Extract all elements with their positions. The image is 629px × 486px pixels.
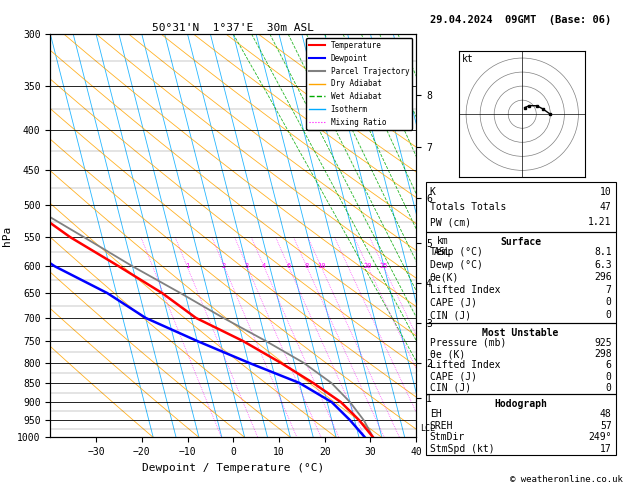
Text: 47: 47 (600, 202, 611, 212)
Text: 1: 1 (185, 263, 189, 269)
Text: 17: 17 (600, 444, 611, 454)
Text: 57: 57 (600, 421, 611, 431)
Text: 0: 0 (606, 372, 611, 382)
Text: 29.04.2024  09GMT  (Base: 06): 29.04.2024 09GMT (Base: 06) (430, 15, 611, 25)
Text: CAPE (J): CAPE (J) (430, 297, 477, 308)
Text: EH: EH (430, 409, 442, 419)
Text: 298: 298 (594, 349, 611, 359)
Text: 1.21: 1.21 (588, 217, 611, 227)
Text: 10: 10 (600, 187, 611, 197)
Text: PW (cm): PW (cm) (430, 217, 471, 227)
Text: 3: 3 (245, 263, 249, 269)
Text: 25: 25 (379, 263, 387, 269)
Title: 50°31'N  1°37'E  30m ASL: 50°31'N 1°37'E 30m ASL (152, 23, 314, 33)
Y-axis label: km
ASL: km ASL (434, 236, 452, 257)
Text: SREH: SREH (430, 421, 454, 431)
Y-axis label: hPa: hPa (1, 226, 11, 246)
Text: 0: 0 (606, 310, 611, 320)
Bar (426, 182, 616, 232)
Text: Hodograph: Hodograph (494, 399, 547, 409)
Text: 8.1: 8.1 (594, 247, 611, 257)
Text: CAPE (J): CAPE (J) (430, 372, 477, 382)
Text: θe(K): θe(K) (430, 273, 459, 282)
Text: Surface: Surface (500, 237, 541, 247)
Text: Temp (°C): Temp (°C) (430, 247, 482, 257)
Text: CIN (J): CIN (J) (430, 383, 471, 393)
Text: © weatheronline.co.uk: © weatheronline.co.uk (510, 474, 623, 484)
Text: 925: 925 (594, 338, 611, 348)
Text: kt: kt (462, 53, 474, 64)
Text: Lifted Index: Lifted Index (430, 285, 500, 295)
Text: 8: 8 (304, 263, 309, 269)
Text: CIN (J): CIN (J) (430, 310, 471, 320)
Text: Most Unstable: Most Unstable (482, 328, 559, 338)
Text: Totals Totals: Totals Totals (430, 202, 506, 212)
Text: Pressure (mb): Pressure (mb) (430, 338, 506, 348)
Text: 4: 4 (262, 263, 266, 269)
Text: 6.3: 6.3 (594, 260, 611, 270)
Text: Dewp (°C): Dewp (°C) (430, 260, 482, 270)
Text: K: K (430, 187, 436, 197)
Text: 20: 20 (364, 263, 372, 269)
Text: 296: 296 (594, 273, 611, 282)
Text: Lifted Index: Lifted Index (430, 360, 500, 370)
Bar (426, 323, 616, 394)
Text: θe (K): θe (K) (430, 349, 465, 359)
Text: 0: 0 (606, 383, 611, 393)
Text: 2: 2 (222, 263, 226, 269)
Text: 7: 7 (606, 285, 611, 295)
Text: 0: 0 (606, 297, 611, 308)
Bar (426, 394, 616, 455)
Bar (426, 232, 616, 323)
Text: StmDir: StmDir (430, 433, 465, 442)
X-axis label: Dewpoint / Temperature (°C): Dewpoint / Temperature (°C) (142, 463, 325, 473)
Text: 249°: 249° (588, 433, 611, 442)
Text: 10: 10 (316, 263, 325, 269)
Text: 6: 6 (606, 360, 611, 370)
Legend: Temperature, Dewpoint, Parcel Trajectory, Dry Adiabat, Wet Adiabat, Isotherm, Mi: Temperature, Dewpoint, Parcel Trajectory… (306, 38, 413, 130)
Text: 48: 48 (600, 409, 611, 419)
Text: LCL: LCL (420, 424, 435, 434)
Text: 6: 6 (286, 263, 291, 269)
Text: StmSpd (kt): StmSpd (kt) (430, 444, 494, 454)
